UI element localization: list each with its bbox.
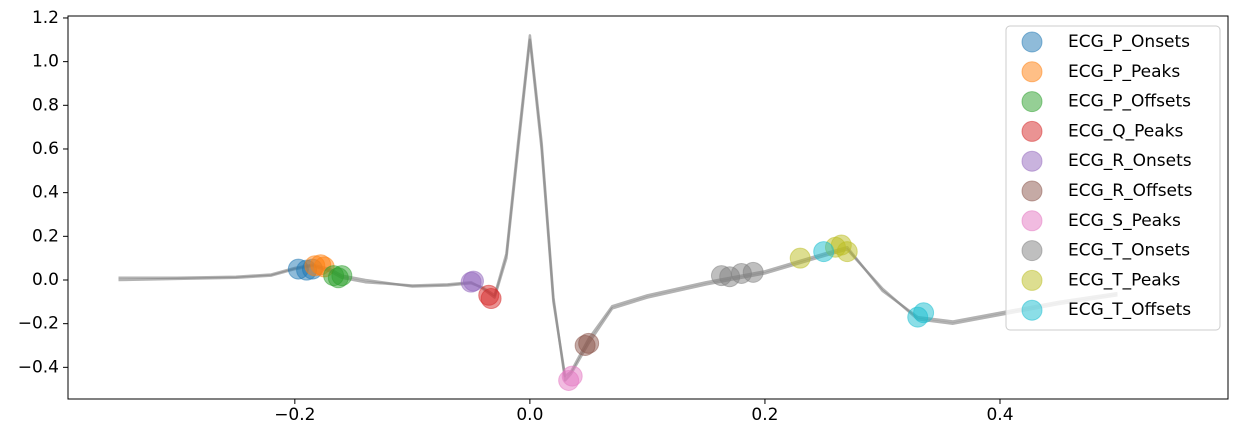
- scatter-point: [480, 288, 502, 310]
- plot-frame: [67, 15, 1229, 400]
- y-tick-label: −0.2: [18, 314, 59, 334]
- ecg-line: [118, 34, 1118, 382]
- legend-label: ECG_P_Offsets: [1068, 92, 1191, 112]
- x-tick-label: −0.2: [274, 405, 315, 425]
- legend-marker: [1021, 299, 1043, 321]
- x-tick-label: 0.2: [751, 405, 778, 425]
- y-tick-label: 0.8: [32, 95, 59, 115]
- legend-label: ECG_P_Onsets: [1068, 32, 1190, 52]
- legend-label: ECG_T_Offsets: [1068, 300, 1191, 320]
- plot-area: [118, 34, 1118, 391]
- legend-marker: [1021, 269, 1043, 291]
- y-tick-label: 1.2: [32, 8, 59, 28]
- legend-marker: [1021, 31, 1043, 53]
- legend-marker: [1021, 240, 1043, 262]
- y-tick-label: −0.4: [18, 357, 59, 377]
- y-tick-label: 0.6: [32, 139, 59, 159]
- legend-marker: [1021, 210, 1043, 232]
- scatter-point: [789, 247, 811, 269]
- scatter-point: [836, 241, 858, 263]
- legend-label: ECG_R_Offsets: [1068, 181, 1193, 201]
- scatter-point: [913, 302, 935, 324]
- scatter-point: [742, 261, 764, 283]
- x-tick-label: 0.0: [516, 405, 543, 425]
- legend-label: ECG_T_Onsets: [1068, 241, 1190, 261]
- y-tick-label: 0.0: [32, 270, 59, 290]
- legend-label: ECG_P_Peaks: [1068, 62, 1180, 82]
- legend-marker: [1021, 180, 1043, 202]
- y-tick-label: 0.2: [32, 226, 59, 246]
- legend-marker: [1021, 150, 1043, 172]
- legend-label: ECG_S_Peaks: [1068, 211, 1181, 231]
- legend-box: [1005, 25, 1221, 331]
- x-tick-label: 0.4: [986, 405, 1013, 425]
- scatter-point: [578, 332, 600, 354]
- y-tick-label: 1.0: [32, 52, 59, 72]
- legend-label: ECG_R_Onsets: [1068, 151, 1192, 171]
- legend: ECG_P_Onsets ECG_P_Peaks ECG_P_Offsets ECG_…: [1005, 25, 1221, 331]
- legend-label: ECG_Q_Peaks: [1068, 121, 1184, 141]
- ecg-line: [118, 38, 1118, 378]
- scatter-point: [331, 265, 353, 287]
- legend-marker: [1021, 91, 1043, 113]
- y-tick-label: 0.4: [32, 183, 59, 203]
- scatter-point: [813, 241, 835, 263]
- legend-marker: [1021, 61, 1043, 83]
- scatter-point: [462, 270, 484, 292]
- legend-marker: [1021, 120, 1043, 142]
- legend-label: ECG_T_Peaks: [1068, 270, 1181, 290]
- scatter-point: [561, 365, 583, 387]
